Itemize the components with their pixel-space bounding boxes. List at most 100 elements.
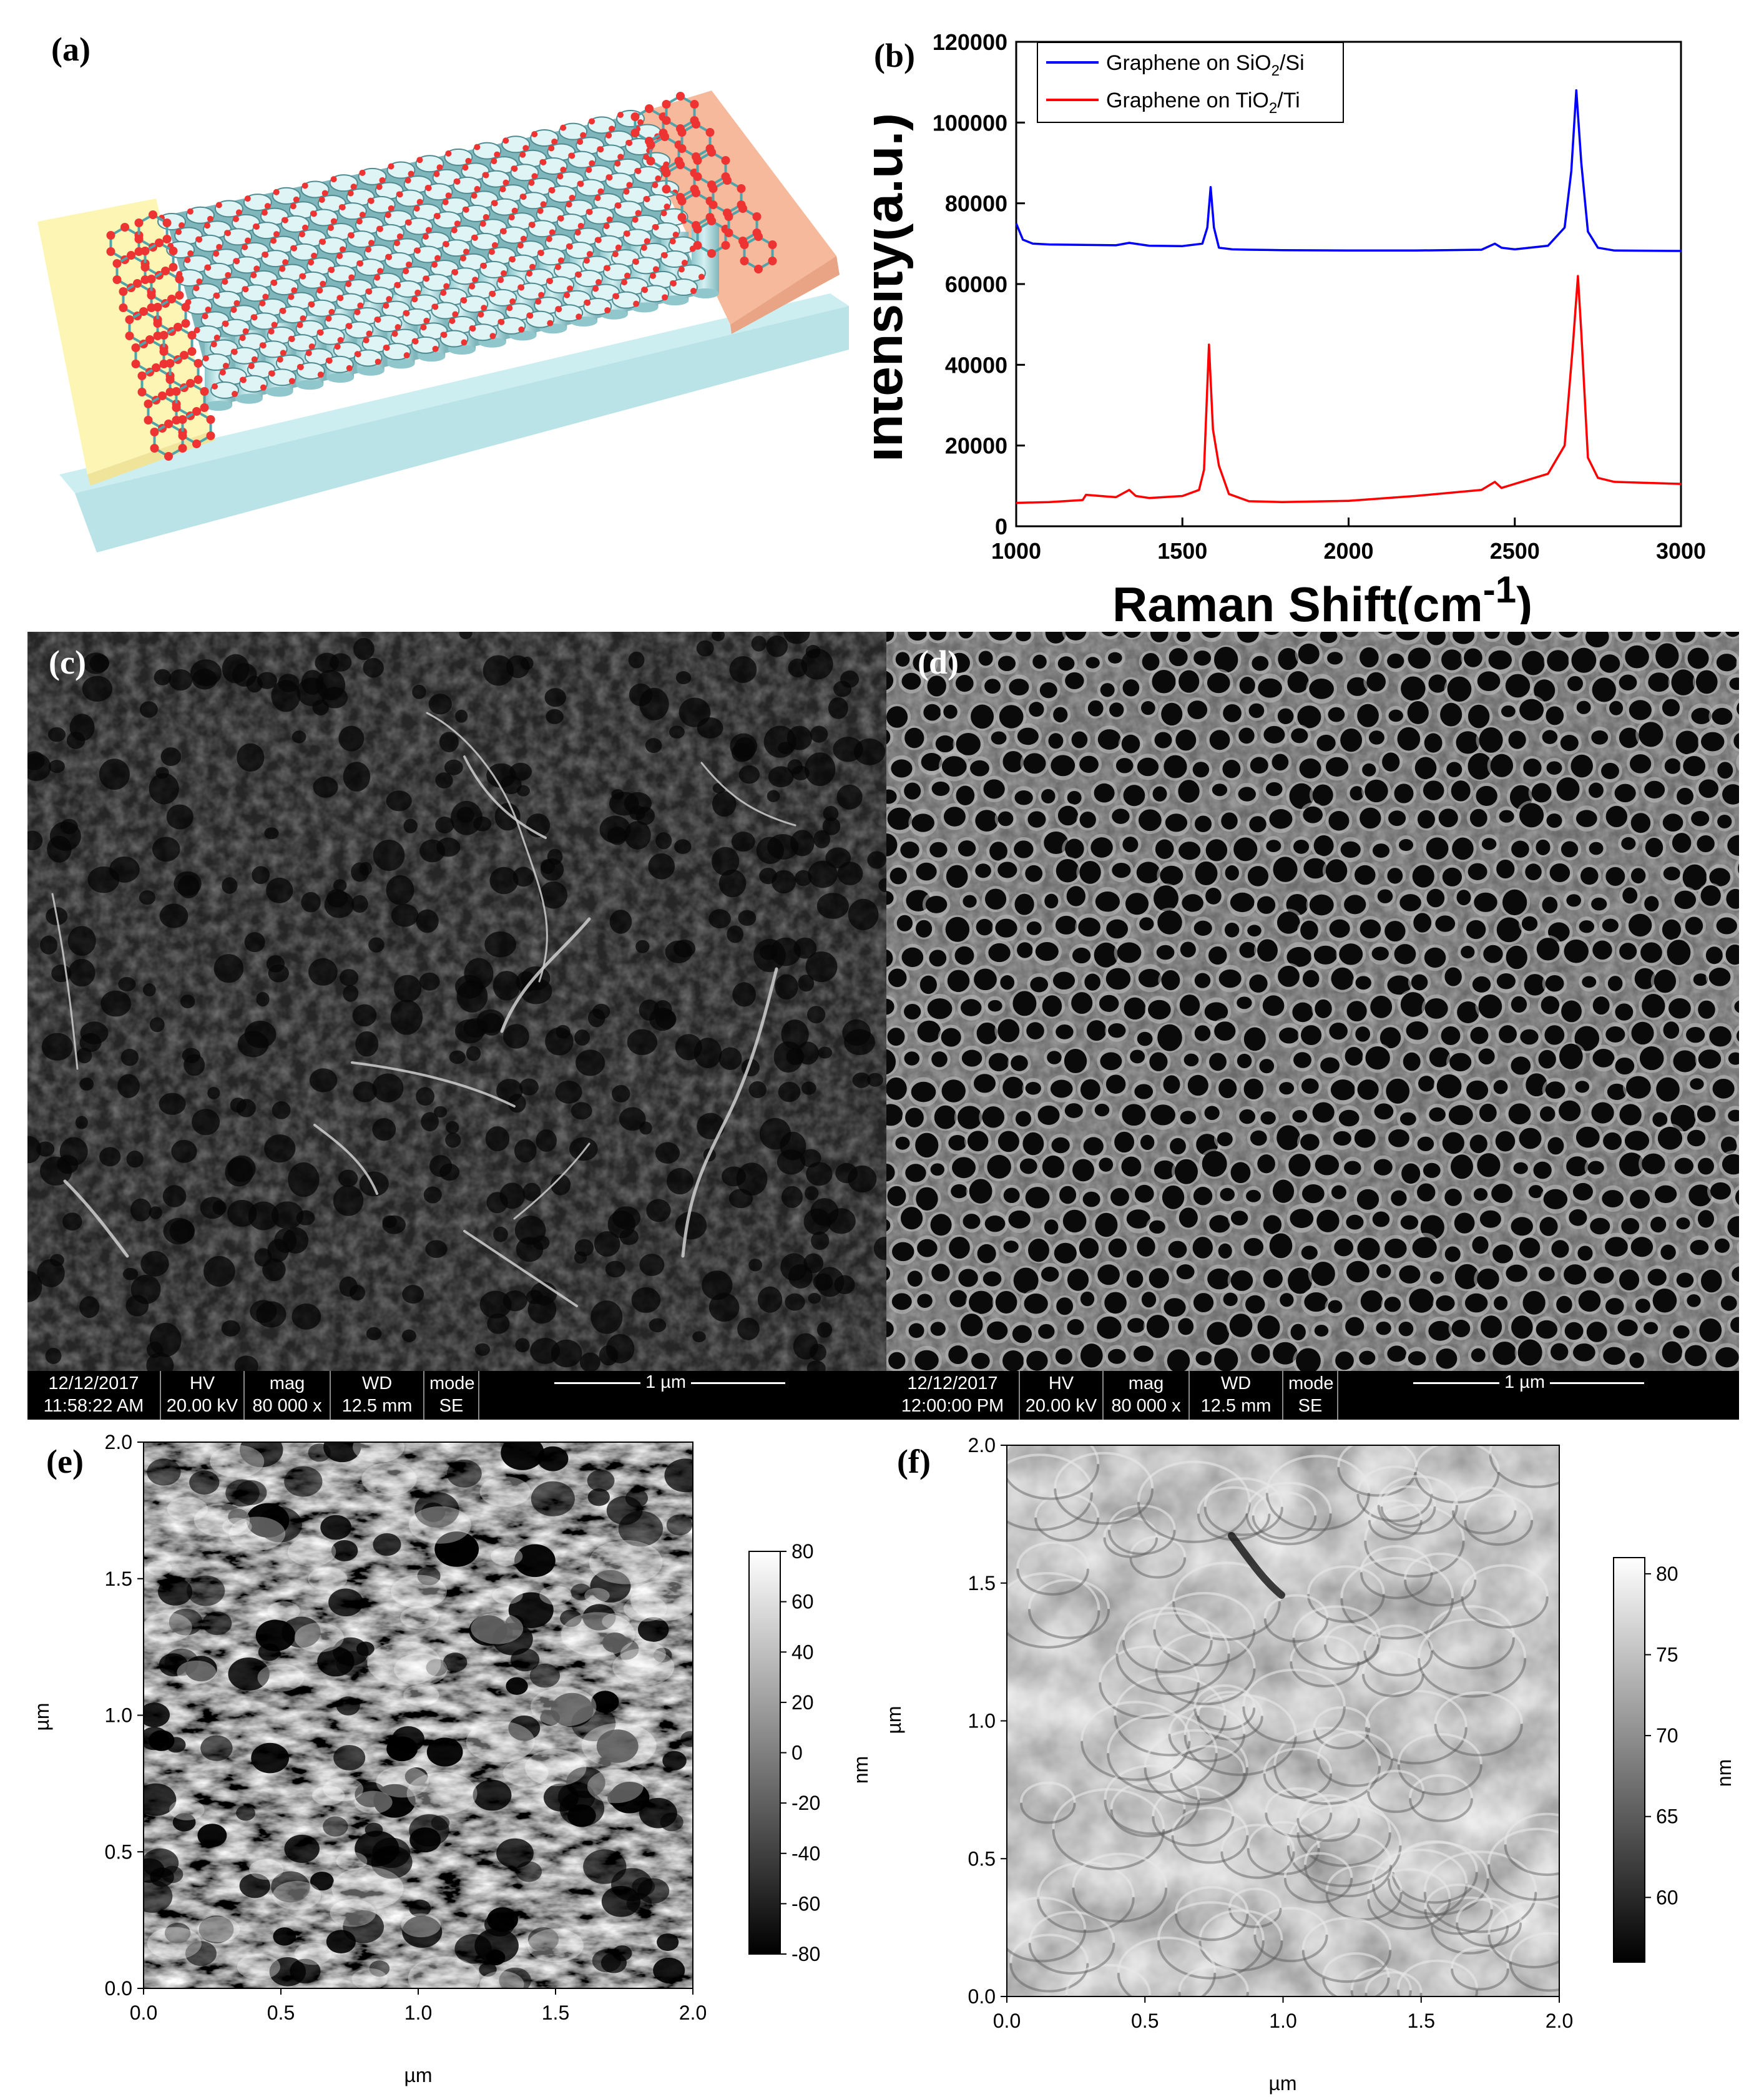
atom [589,118,595,125]
pore [775,974,798,1000]
grain-ridge [1117,1936,1217,1973]
pore [122,1267,139,1280]
pore [976,1022,998,1044]
atom [147,275,156,283]
atom [632,258,639,265]
atom [187,331,197,340]
atom [330,176,337,183]
pore [1345,1317,1365,1336]
pore [239,1873,271,1898]
atom [403,268,409,275]
pore [1519,1237,1541,1259]
grain-shadow [1242,1706,1346,1744]
atom [379,177,386,184]
pore [1257,1315,1280,1339]
nanotube-opening [270,278,299,296]
colorbar-tick-label: 0 [791,1742,803,1764]
grain-ridge [1504,1813,1559,1845]
pore [1257,896,1276,914]
pore [386,1736,418,1762]
pore [1051,1137,1070,1154]
nanotube-opening [422,273,451,292]
pore [708,1293,740,1322]
pore [1041,788,1056,803]
pore [1717,762,1733,779]
pore [1577,1245,1593,1261]
pore [1407,700,1429,724]
pore [1663,1021,1680,1039]
pore [803,1208,831,1235]
series-line-1 [1016,275,1682,504]
pore [947,970,970,993]
pore [917,1294,933,1308]
pore [198,1915,234,1943]
pore [675,1211,707,1240]
atom [131,360,140,368]
atom [125,315,134,324]
atom [271,322,278,328]
atom [414,247,421,254]
pore [1176,1264,1195,1280]
pore [1366,672,1386,692]
pore [359,1171,389,1197]
nanotube-opening [546,276,575,294]
grain-shadow [1387,1878,1489,1916]
pore [1044,893,1059,909]
pore [1193,1187,1213,1206]
bright-region [502,1759,549,1787]
pore [1297,705,1321,729]
pore [1149,1268,1169,1289]
pore [487,1313,510,1334]
pore [731,832,755,852]
atom [551,138,558,145]
pore [1700,732,1725,752]
pore [99,759,130,790]
pore [1619,727,1640,749]
atom [451,227,458,233]
pore [1454,1264,1479,1290]
pore [1417,1183,1436,1202]
atom [348,274,355,281]
pore [1097,1316,1122,1339]
pore [1243,1027,1266,1051]
pore [712,632,725,642]
grain-ridge [1028,1578,1110,1609]
pore [828,697,848,719]
pore [1700,885,1721,906]
atom [655,175,662,182]
pore [1538,1267,1555,1282]
pore [67,926,96,956]
atom [280,350,287,356]
pore [1451,1319,1471,1338]
pore [1409,1288,1434,1313]
pore [1365,779,1388,803]
pore [1204,1106,1220,1121]
pore [1022,1132,1044,1156]
grain-ridge [1183,1694,1297,1736]
pore [1436,1295,1455,1312]
grain-shadow [1286,1845,1402,1887]
atom [250,272,257,278]
pore [1278,965,1300,987]
atom [242,243,248,250]
pore [197,1824,227,1847]
pore [1429,1047,1451,1068]
pore [1360,647,1379,668]
pore [309,1068,338,1093]
atom [644,196,650,202]
pore [930,1322,946,1336]
pore [610,1868,653,1902]
pore [150,1867,174,1887]
pore [255,1619,296,1652]
pore [810,725,828,743]
nanotube-opening [669,278,698,296]
raman-chart: 1000 1500 2000 2500 300002000040000600008000… [874,29,1706,624]
pore [1024,1294,1048,1314]
pore [1546,813,1562,828]
atom [175,275,184,283]
atom [112,275,122,284]
grain-shadow [1340,1598,1454,1640]
nanotube-opening [501,135,531,154]
atom [150,444,159,453]
pore [1655,643,1679,669]
